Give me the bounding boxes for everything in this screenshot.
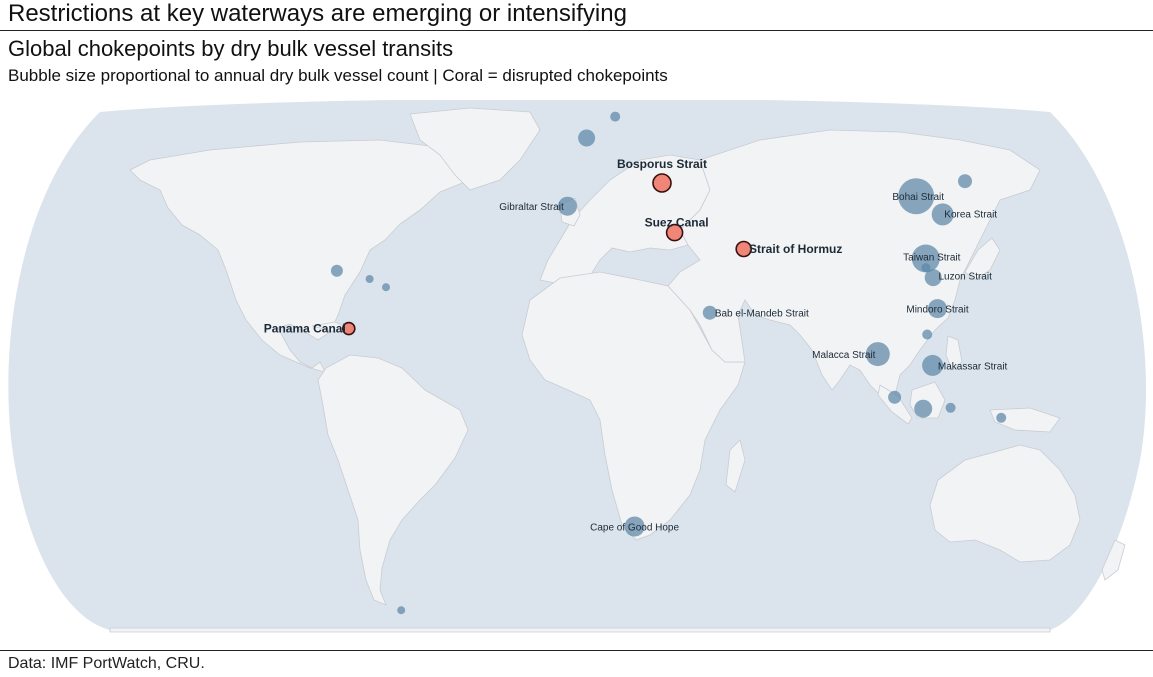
chokepoint-bubble-mona-passage[interactable]	[382, 283, 390, 292]
chokepoint-label-korea-strait: Korea Strait	[944, 209, 997, 220]
chokepoint-bubble-panama-canal[interactable]	[341, 321, 356, 336]
chokepoint-label-malacca-strait: Malacca Strait	[812, 350, 876, 361]
chart-caption: Bubble size proportional to annual dry b…	[8, 66, 668, 85]
source-note: Data: IMF PortWatch, CRU.	[8, 655, 205, 672]
chokepoint-label-cape-of-good-hope: Cape of Good Hope	[590, 523, 679, 534]
land-antarctica	[109, 627, 1051, 633]
chokepoint-bubble-tsugaru-strait[interactable]	[958, 174, 972, 189]
chart-subtitle: Global chokepoints by dry bulk vessel tr…	[8, 36, 454, 61]
chokepoint-bubble-makassar-strait[interactable]	[922, 354, 944, 376]
chokepoint-label-bab-el-mandeb-strait: Bab el-Mandeb Strait	[715, 309, 809, 320]
land-asia	[667, 129, 1041, 401]
chokepoint-bubble-lombok-strait[interactable]	[914, 399, 933, 418]
land-madagascar	[725, 439, 746, 493]
land-japan	[964, 237, 1001, 281]
chokepoint-bubble-yucatan-channel[interactable]	[330, 264, 343, 277]
chokepoint-label-bosporus-strait: Bosporus Strait	[617, 157, 707, 171]
chokepoint-bubble-mindoro-strait[interactable]	[928, 299, 947, 319]
chokepoint-labels: Bosporus Strait Suez Canal Strait of Hormu…	[264, 157, 1008, 534]
chokepoint-bubble-taiwan-north[interactable]	[921, 263, 931, 273]
chokepoint-label-taiwan-strait: Taiwan Strait	[903, 253, 960, 264]
chokepoint-label-mindoro-strait: Mindoro Strait	[906, 305, 968, 316]
headline: Restrictions at key waterways are emergi…	[8, 0, 627, 27]
chokepoint-label-suez-canal: Suez Canal	[645, 216, 709, 230]
world-map[interactable]: Bosporus Strait Suez Canal Strait of Hormu…	[0, 98, 1153, 635]
chokepoint-bubble-sunda-strait[interactable]	[888, 390, 902, 404]
chokepoint-bubble-luzon-strait[interactable]	[924, 269, 942, 287]
chokepoint-bubble-windward-passage[interactable]	[365, 275, 374, 283]
chokepoint-label-luzon-strait: Luzon Strait	[939, 272, 993, 283]
land-north-america	[129, 139, 471, 373]
chokepoint-bubble-strait-of-hormuz[interactable]	[735, 240, 753, 258]
chokepoint-label-panama-canal: Panama Canal	[264, 322, 346, 336]
land-new-guinea	[989, 407, 1061, 433]
chokepoint-bubble-balabac-strait[interactable]	[922, 329, 933, 340]
chokepoint-bubble-bohai-strait[interactable]	[898, 178, 935, 215]
world-map-svg: Bosporus Strait Suez Canal Strait of Hormu…	[8, 98, 1147, 633]
chokepoint-bubble-taiwan-strait[interactable]	[911, 244, 940, 273]
chokepoint-label-strait-of-hormuz: Strait of Hormuz	[749, 242, 842, 256]
land-greenland	[409, 107, 541, 191]
chokepoint-bubble-korea-strait[interactable]	[931, 203, 954, 226]
chokepoint-label-gibraltar-strait: Gibraltar Strait	[499, 202, 564, 213]
chokepoint-bubble-malacca-strait[interactable]	[865, 342, 890, 367]
chokepoint-bubble-suez-canal[interactable]	[665, 223, 684, 242]
land-new-zealand	[1101, 539, 1126, 581]
chokepoint-bubble-dover-strait[interactable]	[578, 129, 596, 147]
land-australia	[929, 444, 1081, 563]
land-south-america	[317, 354, 469, 606]
chokepoint-bubble-magellan-strait[interactable]	[397, 606, 406, 615]
chokepoint-bubbles	[330, 111, 1007, 615]
chokepoint-bubble-bab-el-mandeb-strait[interactable]	[702, 305, 717, 320]
headline-rule	[0, 30, 1153, 31]
chokepoint-bubble-oresund[interactable]	[610, 111, 621, 122]
source-rule	[0, 650, 1153, 651]
chokepoint-bubble-cape-of-good-hope[interactable]	[624, 516, 645, 537]
chokepoint-bubble-torres-strait[interactable]	[996, 412, 1007, 423]
chokepoint-label-makassar-strait: Makassar Strait	[938, 361, 1008, 372]
chokepoint-bubble-gibraltar-strait[interactable]	[558, 196, 577, 216]
chokepoint-label-bohai-strait: Bohai Strait	[892, 192, 944, 203]
land-philippines	[945, 335, 963, 371]
chokepoint-bubble-ombai-strait[interactable]	[945, 402, 956, 413]
chokepoint-bubble-bosporus-strait[interactable]	[652, 173, 672, 193]
